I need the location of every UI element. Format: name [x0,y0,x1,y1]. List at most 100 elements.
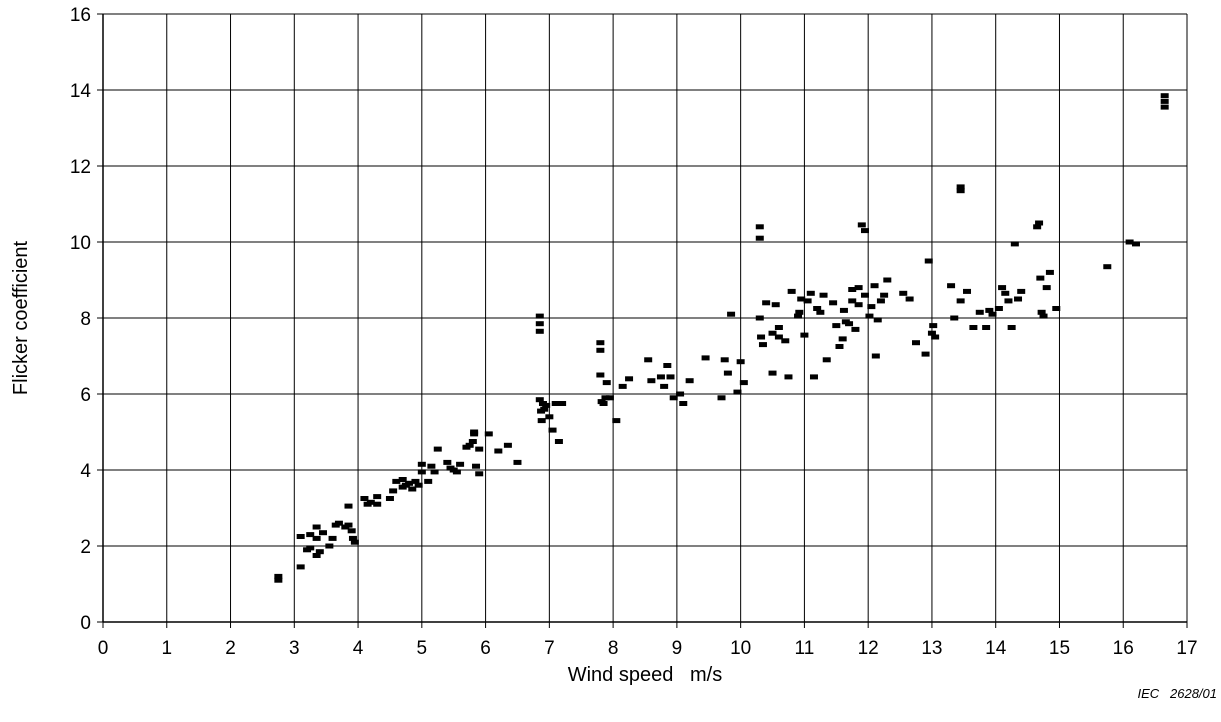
data-point [535,397,544,403]
data-point [865,313,874,319]
data-point [542,402,551,408]
data-point [373,494,382,500]
y-tick-label: 16 [70,5,91,26]
data-point [405,480,414,486]
data-point [762,300,771,306]
data-point [535,328,544,334]
data-point [929,323,938,329]
grid-lines [103,13,1188,622]
data-point [328,535,337,541]
data-point [433,446,442,452]
data-point [873,317,882,323]
data-point [660,383,669,389]
data-point [768,370,777,376]
x-tick-label: 17 [1176,638,1197,659]
data-point [1035,220,1044,226]
data-point [312,553,321,558]
data-point [558,401,567,406]
x-tick-label: 16 [1113,638,1134,659]
figure-credit: IEC 2628/01 [1138,686,1218,701]
data-point [921,351,930,357]
y-tick-label: 6 [80,385,91,406]
data-point [1039,313,1048,319]
data-point [540,406,549,412]
data-point [800,332,809,338]
data-point [963,288,972,294]
data-point [347,528,356,534]
y-tick-label: 10 [70,233,91,254]
data-point [845,321,854,327]
data-point [876,298,885,304]
y-tick-label: 8 [80,309,91,330]
y-tick-label: 2 [80,537,91,558]
data-point [787,288,796,294]
data-point [854,302,863,308]
data-point [360,496,369,501]
data-point [931,334,940,340]
data-point [982,325,991,330]
data-point [669,395,678,401]
data-point [468,439,477,444]
data-point [414,482,423,488]
data-point [348,535,357,541]
axes [97,13,1188,628]
data-point [548,427,557,433]
data-point [602,380,611,386]
data-point [860,292,869,298]
data-point [1131,241,1140,247]
data-point [994,306,1003,311]
data-point [839,307,848,313]
x-tick-label: 15 [1049,638,1070,659]
data-point [430,469,439,475]
data-point [554,439,563,444]
data-point [809,374,818,380]
y-tick-label: 12 [70,157,91,178]
data-point [1045,269,1054,275]
data-point [905,296,914,302]
data-point [494,448,503,454]
data-point [472,463,481,469]
data-point [956,184,965,190]
data-point [924,258,933,264]
data-point [647,378,656,384]
data-point [503,442,512,448]
data-point [389,488,398,494]
data-point [733,389,742,395]
x-tick-label: 6 [480,638,491,659]
data-point [717,395,726,401]
data-point [1036,275,1045,281]
data-point [720,357,729,363]
data-point [927,330,936,336]
data-point [306,545,315,551]
data-point [723,370,732,376]
x-tick-label: 5 [417,638,428,659]
data-point [758,342,767,348]
data-point [950,315,959,321]
data-point [366,499,375,505]
data-point [797,296,806,302]
data-point [998,285,1007,291]
x-tick-label: 4 [353,638,364,659]
data-point [1160,104,1169,110]
data-point [274,577,283,583]
data-point [1037,309,1046,315]
data-point [1160,93,1169,99]
data-point [513,459,522,465]
data-point [1010,241,1019,247]
data-point [768,330,777,336]
data-point [644,357,653,363]
data-point [417,461,426,467]
data-point [813,306,822,311]
data-point [318,530,327,536]
data-point [612,418,621,424]
data-point [736,359,745,365]
y-axis-title: Flicker coefficient [10,240,32,395]
data-point [795,309,804,315]
x-tick-label: 0 [98,638,109,659]
data-point [537,418,546,424]
data-point [912,340,920,346]
data-point [975,309,984,315]
data-point [794,313,803,319]
data-point [685,378,694,384]
